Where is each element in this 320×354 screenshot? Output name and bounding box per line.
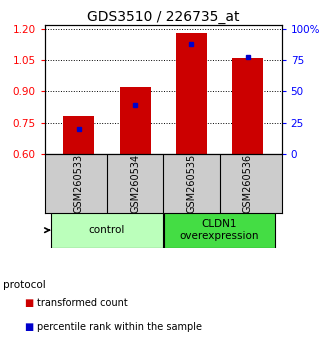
- Text: transformed count: transformed count: [37, 298, 128, 308]
- Bar: [119, 87, 150, 154]
- Text: ■: ■: [24, 322, 33, 332]
- Title: GDS3510 / 226735_at: GDS3510 / 226735_at: [87, 10, 239, 24]
- Text: protocol: protocol: [3, 280, 46, 290]
- Text: percentile rank within the sample: percentile rank within the sample: [37, 322, 202, 332]
- Bar: [176, 33, 207, 154]
- Bar: [51, 213, 163, 248]
- Bar: [63, 116, 94, 154]
- Text: GSM260535: GSM260535: [186, 154, 196, 213]
- Text: GSM260536: GSM260536: [243, 154, 253, 213]
- Text: control: control: [89, 225, 125, 235]
- Text: CLDN1
overexpression: CLDN1 overexpression: [180, 219, 259, 241]
- Bar: [232, 58, 263, 154]
- Text: GSM260533: GSM260533: [74, 154, 84, 213]
- Text: ■: ■: [24, 298, 33, 308]
- Bar: [164, 213, 276, 248]
- Text: GSM260534: GSM260534: [130, 154, 140, 213]
